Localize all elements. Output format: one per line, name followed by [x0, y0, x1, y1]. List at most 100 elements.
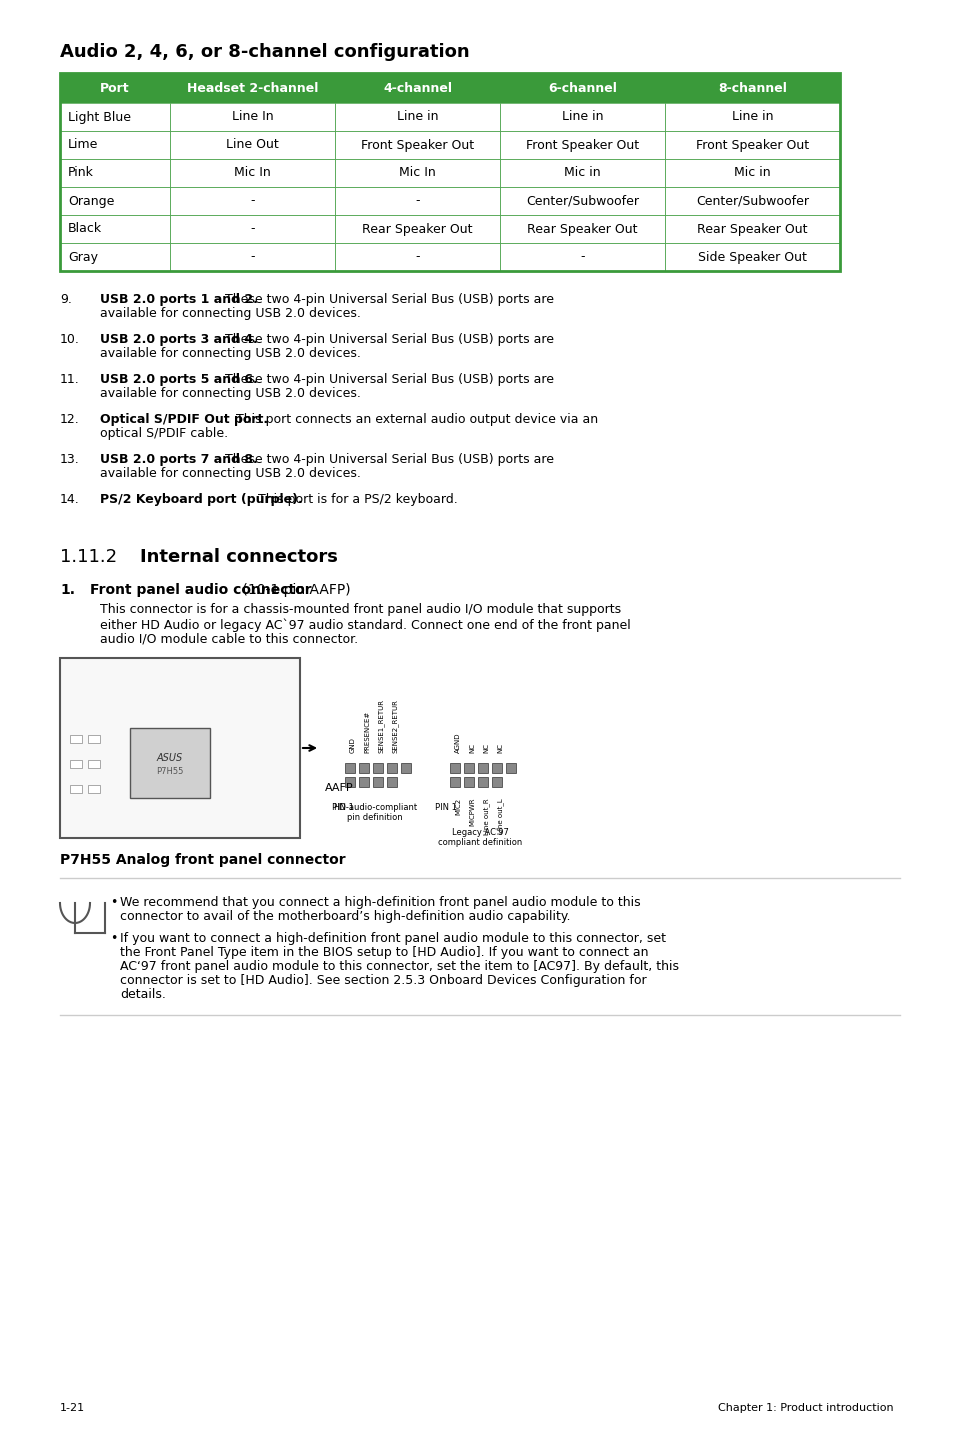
Text: PIN 1: PIN 1 [332, 802, 354, 812]
Text: This port is for a PS/2 keyboard.: This port is for a PS/2 keyboard. [253, 493, 457, 506]
Text: Light Blue: Light Blue [68, 111, 131, 124]
Bar [60, 73, 170, 104]
Bar [88, 735, 100, 743]
Bar [335, 73, 499, 104]
Text: Audio 2, 4, 6, or 8-channel configuration: Audio 2, 4, 6, or 8-channel configuratio… [60, 43, 469, 60]
Text: PS/2 Keyboard port (purple).: PS/2 Keyboard port (purple). [100, 493, 302, 506]
Bar [499, 131, 664, 160]
Bar [60, 187, 170, 216]
Text: -: - [415, 194, 419, 207]
Text: 1-21: 1-21 [60, 1403, 85, 1414]
Text: This port connects an external audio output device via an: This port connects an external audio out… [232, 413, 598, 426]
Bar [335, 243, 499, 270]
Bar [345, 777, 355, 787]
Bar [499, 160, 664, 187]
Bar [130, 728, 210, 798]
Text: 1.11.2: 1.11.2 [60, 548, 117, 567]
Text: USB 2.0 ports 5 and 6.: USB 2.0 ports 5 and 6. [100, 372, 257, 385]
Bar [463, 777, 474, 787]
Text: Mic in: Mic in [563, 167, 600, 180]
Text: NC: NC [497, 743, 502, 754]
Text: Rear Speaker Out: Rear Speaker Out [362, 223, 473, 236]
Bar [358, 777, 369, 787]
Text: USB 2.0 ports 3 and 4.: USB 2.0 ports 3 and 4. [100, 334, 257, 347]
Text: (10-1 pin AAFP): (10-1 pin AAFP) [238, 582, 351, 597]
Bar [170, 73, 335, 104]
Text: Mic In: Mic In [398, 167, 436, 180]
Text: These two 4-pin Universal Serial Bus (USB) ports are: These two 4-pin Universal Serial Bus (US… [221, 293, 554, 306]
Text: SENSE2_RETUR: SENSE2_RETUR [392, 699, 398, 754]
Bar [170, 187, 335, 216]
Text: Mic In: Mic In [233, 167, 271, 180]
Text: Port: Port [100, 82, 130, 95]
Text: NC: NC [482, 743, 489, 754]
Bar [335, 187, 499, 216]
Bar [60, 243, 170, 270]
Text: Legacy AC'97
compliant definition: Legacy AC'97 compliant definition [437, 828, 521, 847]
Bar [70, 735, 82, 743]
Text: •: • [110, 896, 117, 909]
Text: Line Out: Line Out [226, 138, 278, 151]
Bar [60, 889, 110, 948]
Bar [60, 131, 170, 160]
Bar [373, 777, 382, 787]
Text: •: • [110, 932, 117, 945]
Text: -: - [579, 250, 584, 263]
Text: 12.: 12. [60, 413, 80, 426]
Text: Front Speaker Out: Front Speaker Out [360, 138, 474, 151]
Bar [387, 764, 396, 774]
Bar [664, 160, 840, 187]
Text: Headset 2-channel: Headset 2-channel [187, 82, 318, 95]
Text: AC‘97 front panel audio module to this connector, set the item to [AC97]. By def: AC‘97 front panel audio module to this c… [120, 961, 679, 974]
Text: connector to avail of the motherboard’s high-definition audio capability.: connector to avail of the motherboard’s … [120, 910, 570, 923]
Text: audio I/O module cable to this connector.: audio I/O module cable to this connector… [100, 633, 357, 646]
Bar [170, 104, 335, 131]
Text: These two 4-pin Universal Serial Bus (USB) ports are: These two 4-pin Universal Serial Bus (US… [221, 372, 554, 385]
Bar [60, 73, 840, 270]
Bar [499, 187, 664, 216]
Bar [499, 216, 664, 243]
Text: These two 4-pin Universal Serial Bus (USB) ports are: These two 4-pin Universal Serial Bus (US… [221, 453, 554, 466]
Bar [70, 785, 82, 792]
Text: MICPWR: MICPWR [469, 798, 475, 827]
Bar [335, 216, 499, 243]
Text: PIN 1: PIN 1 [435, 802, 456, 812]
Text: the Front Panel Type item in the BIOS setup to [HD Audio]. If you want to connec: the Front Panel Type item in the BIOS se… [120, 946, 648, 959]
Bar [492, 764, 501, 774]
Text: -: - [415, 250, 419, 263]
Text: available for connecting USB 2.0 devices.: available for connecting USB 2.0 devices… [100, 467, 360, 480]
Text: SENSE1_RETUR: SENSE1_RETUR [377, 699, 384, 754]
Bar [492, 777, 501, 787]
Text: USB 2.0 ports 7 and 8.: USB 2.0 ports 7 and 8. [100, 453, 257, 466]
Bar [664, 243, 840, 270]
Text: Line out_R: Line out_R [482, 798, 489, 834]
Text: available for connecting USB 2.0 devices.: available for connecting USB 2.0 devices… [100, 387, 360, 400]
Bar [450, 777, 459, 787]
Text: 13.: 13. [60, 453, 80, 466]
Text: This connector is for a chassis-mounted front panel audio I/O module that suppor: This connector is for a chassis-mounted … [100, 603, 620, 615]
Text: MIC2: MIC2 [455, 798, 460, 815]
Bar [335, 160, 499, 187]
Bar [335, 131, 499, 160]
Text: -: - [250, 223, 254, 236]
Bar [170, 131, 335, 160]
Text: Mic in: Mic in [734, 167, 770, 180]
Bar [358, 764, 369, 774]
Bar [60, 216, 170, 243]
Bar [463, 764, 474, 774]
Text: AAFP: AAFP [325, 784, 354, 792]
Text: HD-audio-compliant
pin definition: HD-audio-compliant pin definition [333, 802, 416, 823]
Text: Front Speaker Out: Front Speaker Out [525, 138, 639, 151]
Text: Gray: Gray [68, 250, 98, 263]
Bar [170, 216, 335, 243]
Bar [373, 764, 382, 774]
Bar [664, 216, 840, 243]
Text: 9.: 9. [60, 293, 71, 306]
Text: Internal connectors: Internal connectors [140, 548, 337, 567]
Text: -: - [250, 194, 254, 207]
Text: Line in: Line in [731, 111, 773, 124]
Text: details.: details. [120, 988, 166, 1001]
Text: 8-channel: 8-channel [718, 82, 786, 95]
Bar [499, 104, 664, 131]
Text: 11.: 11. [60, 372, 80, 385]
